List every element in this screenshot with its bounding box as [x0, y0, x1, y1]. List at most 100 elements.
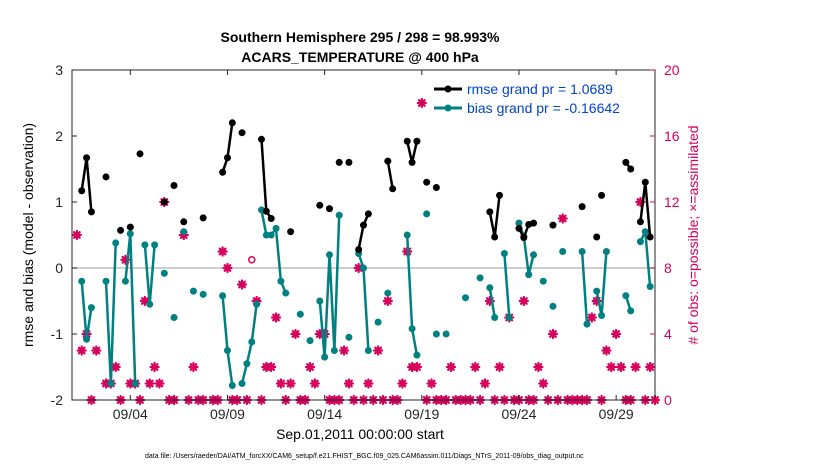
bias-point: [530, 251, 538, 259]
obs-assimilated-point: [630, 361, 641, 373]
obs-assimilated-point: [538, 378, 549, 389]
obs-assimilated-point: [518, 295, 529, 307]
bias-point: [384, 289, 392, 297]
bias-line-segment: [488, 287, 496, 318]
rmse-point: [384, 157, 392, 165]
bias-series: [78, 206, 654, 389]
bias-point: [539, 277, 547, 285]
bias-point: [248, 338, 256, 346]
rmse-point: [641, 178, 649, 186]
bias-point: [321, 353, 329, 361]
obs-assimilated-stroke: [277, 379, 285, 388]
obs-assimilated-point: [270, 312, 282, 323]
rmse-point: [515, 224, 523, 232]
obs-assimilated-point: [285, 378, 296, 389]
bias-point: [636, 238, 644, 246]
rmse-point: [486, 208, 494, 216]
obs-assimilated-point: [71, 229, 82, 241]
rmse-point: [78, 187, 86, 195]
obs-assimilated-point: [479, 378, 491, 389]
rmse-point: [160, 198, 168, 206]
rmse-series: [78, 119, 654, 254]
bias-point: [360, 264, 367, 272]
bias-point: [131, 380, 139, 387]
rmse-point: [520, 234, 528, 242]
y-tick-label: 0: [55, 260, 63, 276]
obs-assimilated-stroke: [72, 231, 81, 239]
bias-point: [622, 292, 630, 300]
obs-assimilated-point: [309, 378, 321, 389]
chart-subtitle: ACARS_TEMPERATURE @ 400 hPa: [241, 49, 479, 65]
obs-assimilated-point: [343, 378, 355, 389]
obs-assimilated-stroke: [306, 363, 314, 371]
obs-assimilated-point: [645, 361, 656, 373]
rmse-point: [228, 119, 236, 127]
rmse-point: [432, 183, 440, 191]
bias-point: [121, 277, 129, 285]
bias-point: [408, 325, 416, 333]
rmse-point: [593, 233, 601, 241]
rmse-point: [496, 191, 504, 199]
y-tick-label: -1: [51, 326, 64, 342]
bias-point: [228, 381, 236, 389]
bias-point: [423, 210, 431, 218]
rmse-point: [325, 205, 333, 213]
rmse-point: [262, 207, 270, 215]
bias-point: [219, 292, 227, 300]
rmse-point: [83, 154, 91, 162]
obs-assimilated-stroke: [427, 379, 436, 388]
obs-assimilated-stroke: [471, 363, 480, 371]
obs-assimilated-stroke: [150, 363, 159, 371]
bias-point: [462, 294, 470, 302]
obs-assimilated-stroke: [77, 346, 86, 355]
obs-assimilated-point: [397, 378, 408, 389]
obs-possible-point: [248, 256, 256, 264]
obs-assimilated-stroke: [140, 297, 149, 305]
rmse-point: [117, 226, 125, 234]
bias-point: [413, 351, 421, 359]
rmse-point: [636, 218, 644, 226]
obs-assimilated-point: [304, 361, 316, 373]
obs-assimilated-stroke: [631, 363, 640, 371]
bias-point: [112, 239, 120, 247]
bias-point: [306, 337, 314, 345]
obs-assimilated-stroke: [145, 379, 154, 388]
rmse-point: [403, 137, 411, 145]
obs-assimilated-point: [416, 97, 427, 109]
axis-ticks: 09/04 09/09 09/14 09/19 09/24 09/29-2-1012304…: [51, 62, 680, 422]
obs-assimilated-point: [470, 361, 481, 373]
bias-point: [646, 282, 654, 290]
obs-assimilated-point: [426, 378, 437, 389]
bias-point: [199, 290, 207, 298]
y-tick-label: 3: [55, 62, 63, 78]
obs-assimilated-stroke: [617, 363, 625, 371]
bias-line-segment: [503, 253, 511, 318]
obs-assimilated-point: [236, 279, 248, 290]
rmse-point: [549, 221, 557, 229]
bias-point: [403, 231, 411, 239]
y2-tick-label: 8: [664, 260, 672, 276]
obs-assimilated-point: [445, 361, 457, 373]
bias-point: [442, 330, 450, 338]
bias-point: [525, 271, 533, 279]
bias-point: [559, 248, 567, 255]
bias-point: [602, 248, 610, 255]
obs-assimilated-point: [363, 378, 374, 389]
x-tick-label: 09/09: [210, 406, 245, 422]
rmse-point: [335, 158, 343, 166]
rmse-point: [199, 214, 207, 222]
rmse-point: [267, 215, 275, 222]
obs-assimilated-point: [144, 378, 155, 389]
obs-assimilated-point: [372, 345, 384, 356]
obs-assimilated-stroke: [340, 346, 348, 355]
obs-assimilated-point: [615, 361, 627, 373]
obs-assimilated-point: [606, 361, 617, 373]
rmse-point: [223, 154, 231, 162]
rmse-point: [316, 201, 324, 209]
rmse-point: [345, 158, 353, 166]
bias-point: [345, 333, 353, 341]
obs-assimilated-point: [91, 345, 102, 356]
obs-assimilated-point: [411, 361, 423, 373]
bias-point: [432, 330, 440, 338]
rmse-point: [180, 218, 188, 226]
